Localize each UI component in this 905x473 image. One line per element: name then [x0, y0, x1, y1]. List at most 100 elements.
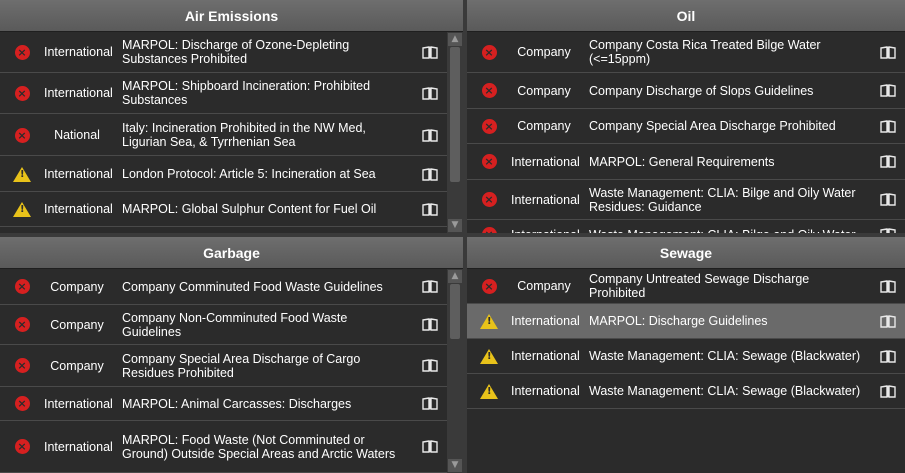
book-icon[interactable] [871, 45, 905, 59]
panel-header-oil: Oil [467, 0, 905, 32]
book-icon[interactable] [413, 167, 447, 181]
regulation-title: Italy: Incineration Prohibited in the NW… [122, 121, 366, 149]
list-item[interactable]: ×International Waste Management: CLIA: Bi… [467, 180, 905, 220]
scope-label: International [511, 228, 580, 234]
list-item[interactable]: × International MARPOL: General Requiremen… [467, 144, 905, 180]
list-item[interactable]: × Company Company Special Area Discharge o… [0, 345, 447, 387]
book-icon[interactable] [871, 349, 905, 363]
book-icon[interactable] [413, 128, 447, 142]
list-item[interactable]: × Company Company Costa Rica Treated Bilge… [467, 32, 905, 73]
scroll-up-icon[interactable]: ▲ [448, 33, 462, 46]
list-item[interactable]: × International MARPOL: Food Waste (Not Co… [0, 421, 447, 473]
regulation-title: London Protocol: Article 5: Incineration… [122, 167, 376, 181]
sewage-list: × Company Company Untreated Sewage Dischar… [467, 269, 905, 473]
regulation-title: Waste Management: CLIA: Sewage (Blackwat… [589, 349, 861, 363]
error-icon: × [0, 317, 44, 332]
error-icon: × [0, 439, 44, 454]
book-icon[interactable] [871, 314, 905, 328]
scroll-thumb[interactable] [450, 47, 460, 182]
list-item[interactable]: × Company Company Non-Comminuted Food Wast… [0, 305, 447, 345]
scroll-down-icon[interactable]: ▼ [448, 219, 462, 232]
scope-label: International [511, 384, 580, 398]
scope-label: International [44, 167, 113, 181]
list-item[interactable]: × Company Company Special Area Discharge P… [467, 109, 905, 144]
book-icon[interactable] [413, 202, 447, 216]
book-icon[interactable] [871, 84, 905, 97]
scope-label: International [511, 154, 580, 169]
book-icon[interactable] [871, 384, 905, 398]
error-icon: × [0, 396, 44, 411]
list-item[interactable]: × Company Company Untreated Sewage Dischar… [467, 269, 905, 304]
oil-panel: Oil × Company Company Costa Rica Treated B… [467, 0, 905, 233]
sewage-panel: Sewage × Company Company Untreated Sewage … [467, 237, 905, 473]
book-icon[interactable] [413, 45, 447, 59]
list-item[interactable]: × Company Company Discharge of Slops Guide… [467, 73, 905, 109]
book-icon[interactable] [413, 280, 447, 293]
list-item[interactable]: ! International London Protocol: Article 5… [0, 157, 447, 192]
error-icon: × [467, 118, 511, 134]
oil-list: × Company Company Costa Rica Treated Bilge… [467, 32, 905, 233]
list-item[interactable]: ! International MARPOL: Discharge Guidelin… [467, 304, 905, 339]
scope-label: Company [50, 317, 104, 332]
regulation-title: Company Special Area Discharge of Cargo … [122, 351, 361, 380]
regulation-title: Company Untreated Sewage Discharge Prohi… [589, 272, 810, 300]
scope-label: International [511, 349, 580, 363]
error-icon: × [467, 44, 511, 60]
scope-label: International [44, 202, 113, 216]
error-icon: × [0, 85, 44, 101]
panel-header-sewage: Sewage [467, 237, 905, 269]
regulation-title: MARPOL: Food Waste (Not Comminuted or Gr… [122, 432, 396, 461]
list-item[interactable]: ! International MARPOL: Global Sulphur Con… [0, 192, 447, 227]
garbage-scrollbar[interactable]: ▲ ▼ [447, 269, 463, 473]
panel-header-garbage: Garbage [0, 237, 463, 269]
garbage-list: × Company Company Comminuted Food Waste Gu… [0, 269, 463, 473]
book-icon[interactable] [871, 119, 905, 133]
scope-label: Company [50, 358, 104, 373]
scope-label: Company [50, 279, 104, 294]
error-icon: × [0, 358, 44, 373]
regulation-title: MARPOL: Discharge Guidelines [589, 314, 768, 328]
list-item[interactable]: ! International Waste Management: CLIA: Se… [467, 339, 905, 374]
regulation-title: Waste Management: CLIA: Bilge and Oily W… [577, 228, 871, 234]
error-icon: × [467, 154, 511, 169]
book-icon[interactable] [413, 359, 447, 372]
error-icon: × [0, 279, 44, 294]
error-icon: × [467, 192, 511, 207]
warning-icon: ! [0, 201, 44, 217]
regulation-title: Company Non-Comminuted Food Waste Guidel… [122, 310, 348, 339]
regulation-title: Company Costa Rica Treated Bilge Water (… [589, 38, 821, 66]
scope-label: Company [517, 119, 571, 133]
list-item[interactable]: × International MARPOL: Shipboard Incinera… [0, 73, 447, 114]
list-item[interactable]: × International MARPOL: Discharge of Ozone… [0, 32, 447, 73]
book-icon[interactable] [413, 86, 447, 100]
book-icon[interactable] [413, 440, 447, 453]
air-emissions-list: × International MARPOL: Discharge of Ozone… [0, 32, 463, 233]
regulation-title: Waste Management: CLIA: Bilge and Oily W… [589, 185, 856, 214]
list-item[interactable]: × International MARPOL: Animal Carcasses: … [0, 387, 447, 421]
regulation-title: Company Special Area Discharge Prohibite… [589, 119, 836, 133]
list-item[interactable]: × National Italy: Incineration Prohibited … [0, 115, 447, 156]
scope-label: International [511, 192, 580, 207]
list-item[interactable]: ! International Waste Management: CLIA: Se… [467, 374, 905, 409]
error-icon: × [0, 127, 44, 143]
panel-header-air-emissions: Air Emissions [0, 0, 463, 32]
scroll-up-icon[interactable]: ▲ [448, 270, 462, 283]
scroll-down-icon[interactable]: ▼ [448, 459, 462, 472]
book-icon[interactable] [871, 155, 905, 168]
warning-icon: ! [0, 166, 44, 182]
book-icon[interactable] [871, 193, 905, 206]
error-icon: × [0, 44, 44, 60]
scope-label: International [511, 314, 580, 328]
book-icon[interactable] [413, 318, 447, 331]
book-icon[interactable] [413, 397, 447, 410]
book-icon[interactable] [871, 279, 905, 293]
book-icon[interactable] [871, 228, 905, 233]
error-icon: × [467, 83, 511, 98]
regulation-title: MARPOL: Global Sulphur Content for Fuel … [122, 202, 377, 216]
scroll-thumb[interactable] [450, 284, 460, 339]
scope-label: Company [517, 45, 571, 59]
scope-label: International [44, 45, 113, 59]
list-item[interactable]: × Company Company Comminuted Food Waste Gu… [0, 269, 447, 305]
air-emissions-scrollbar[interactable]: ▲ ▼ [447, 32, 463, 233]
